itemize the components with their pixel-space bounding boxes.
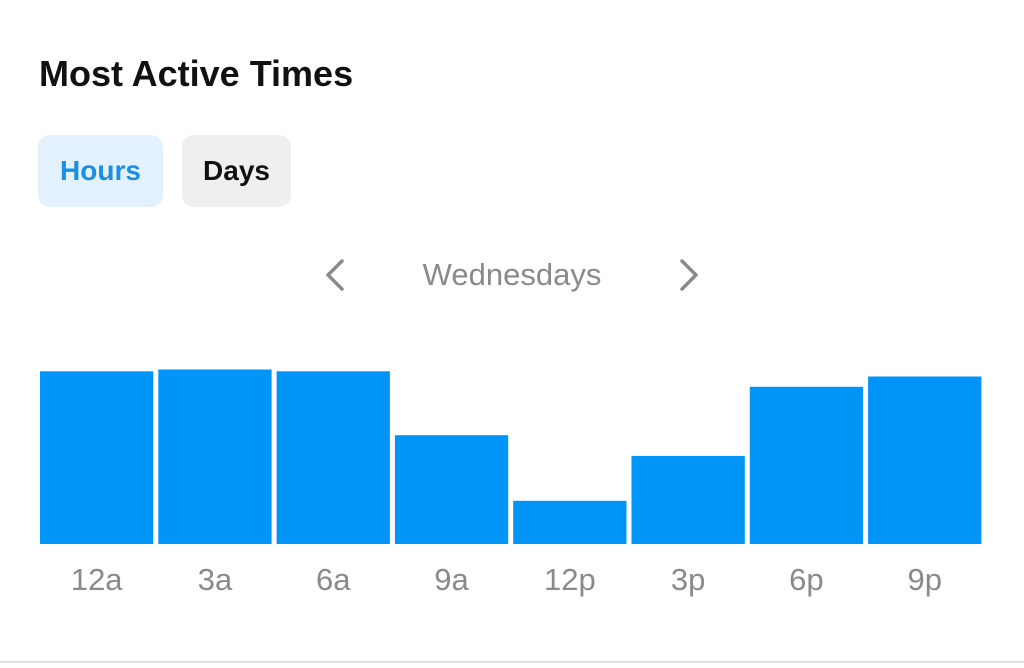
bar-6a xyxy=(276,371,390,544)
tick-label-6a: 6a xyxy=(316,562,351,597)
bar-9p xyxy=(868,376,982,544)
page-title: Most Active Times xyxy=(39,53,354,94)
bar-12p xyxy=(513,500,627,544)
bar-12a xyxy=(40,371,154,544)
day-label: Wednesdays xyxy=(422,257,602,292)
tick-label-3p: 3p xyxy=(671,562,705,597)
time-granularity-tabs: Hours Days xyxy=(38,135,291,207)
chevron-right-icon[interactable] xyxy=(668,255,708,295)
day-selector: Wednesdays xyxy=(0,245,1024,305)
tab-days[interactable]: Days xyxy=(182,135,291,207)
tab-hours[interactable]: Hours xyxy=(38,135,163,207)
tick-label-6p: 6p xyxy=(789,562,823,597)
active-times-bar-chart: 12a 3a 6a 9a 12p 3p 6p 9p xyxy=(40,369,982,597)
bar-9a xyxy=(394,435,509,544)
tick-label-12a: 12a xyxy=(71,562,123,597)
tick-label-9a: 9a xyxy=(434,562,469,597)
tick-label-12p: 12p xyxy=(544,562,596,597)
chevron-left-icon[interactable] xyxy=(316,255,356,295)
bar-6p xyxy=(749,386,864,544)
bar-3a xyxy=(158,369,272,544)
tick-label-9p: 9p xyxy=(908,562,942,597)
divider xyxy=(0,661,1024,663)
bar-3p xyxy=(631,455,745,544)
tick-label-3a: 3a xyxy=(198,562,233,597)
